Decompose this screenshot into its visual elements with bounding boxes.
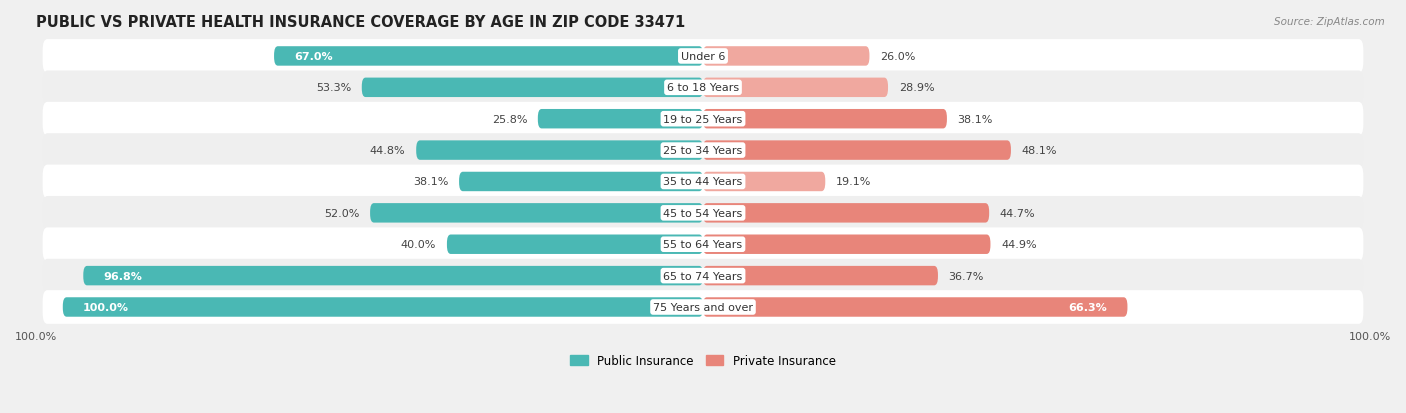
Text: PUBLIC VS PRIVATE HEALTH INSURANCE COVERAGE BY AGE IN ZIP CODE 33471: PUBLIC VS PRIVATE HEALTH INSURANCE COVER… [37,15,685,30]
Text: 67.0%: 67.0% [294,52,333,62]
FancyBboxPatch shape [42,71,1364,105]
Text: 44.7%: 44.7% [1000,208,1035,218]
FancyBboxPatch shape [42,197,1364,230]
Text: 6 to 18 Years: 6 to 18 Years [666,83,740,93]
Text: 19 to 25 Years: 19 to 25 Years [664,114,742,124]
Text: 36.7%: 36.7% [949,271,984,281]
FancyBboxPatch shape [42,259,1364,293]
FancyBboxPatch shape [460,172,703,192]
FancyBboxPatch shape [274,47,703,66]
Text: 38.1%: 38.1% [957,114,993,124]
Text: 75 Years and over: 75 Years and over [652,302,754,312]
FancyBboxPatch shape [703,141,1011,160]
Text: 25.8%: 25.8% [492,114,527,124]
FancyBboxPatch shape [63,297,703,317]
Legend: Public Insurance, Private Insurance: Public Insurance, Private Insurance [565,349,841,372]
Text: 40.0%: 40.0% [401,240,436,249]
FancyBboxPatch shape [42,102,1364,136]
FancyBboxPatch shape [42,165,1364,199]
Text: 45 to 54 Years: 45 to 54 Years [664,208,742,218]
FancyBboxPatch shape [703,235,990,254]
Text: 38.1%: 38.1% [413,177,449,187]
FancyBboxPatch shape [538,110,703,129]
Text: 19.1%: 19.1% [837,177,872,187]
Text: 44.8%: 44.8% [370,146,405,156]
Text: 66.3%: 66.3% [1069,302,1108,312]
FancyBboxPatch shape [361,78,703,98]
FancyBboxPatch shape [703,204,990,223]
FancyBboxPatch shape [703,78,889,98]
Text: 35 to 44 Years: 35 to 44 Years [664,177,742,187]
FancyBboxPatch shape [42,228,1364,261]
FancyBboxPatch shape [703,297,1128,317]
Text: 96.8%: 96.8% [103,271,142,281]
Text: Under 6: Under 6 [681,52,725,62]
Text: 25 to 34 Years: 25 to 34 Years [664,146,742,156]
Text: 53.3%: 53.3% [316,83,352,93]
FancyBboxPatch shape [42,290,1364,324]
Text: 48.1%: 48.1% [1022,146,1057,156]
FancyBboxPatch shape [703,110,946,129]
Text: 55 to 64 Years: 55 to 64 Years [664,240,742,249]
Text: 65 to 74 Years: 65 to 74 Years [664,271,742,281]
Text: 28.9%: 28.9% [898,83,935,93]
FancyBboxPatch shape [447,235,703,254]
FancyBboxPatch shape [416,141,703,160]
Text: Source: ZipAtlas.com: Source: ZipAtlas.com [1274,17,1385,26]
FancyBboxPatch shape [42,40,1364,74]
Text: 44.9%: 44.9% [1001,240,1036,249]
Text: 26.0%: 26.0% [880,52,915,62]
FancyBboxPatch shape [703,172,825,192]
FancyBboxPatch shape [703,266,938,286]
FancyBboxPatch shape [42,134,1364,168]
FancyBboxPatch shape [703,47,869,66]
Text: 100.0%: 100.0% [83,302,129,312]
FancyBboxPatch shape [370,204,703,223]
FancyBboxPatch shape [83,266,703,286]
Text: 52.0%: 52.0% [323,208,360,218]
